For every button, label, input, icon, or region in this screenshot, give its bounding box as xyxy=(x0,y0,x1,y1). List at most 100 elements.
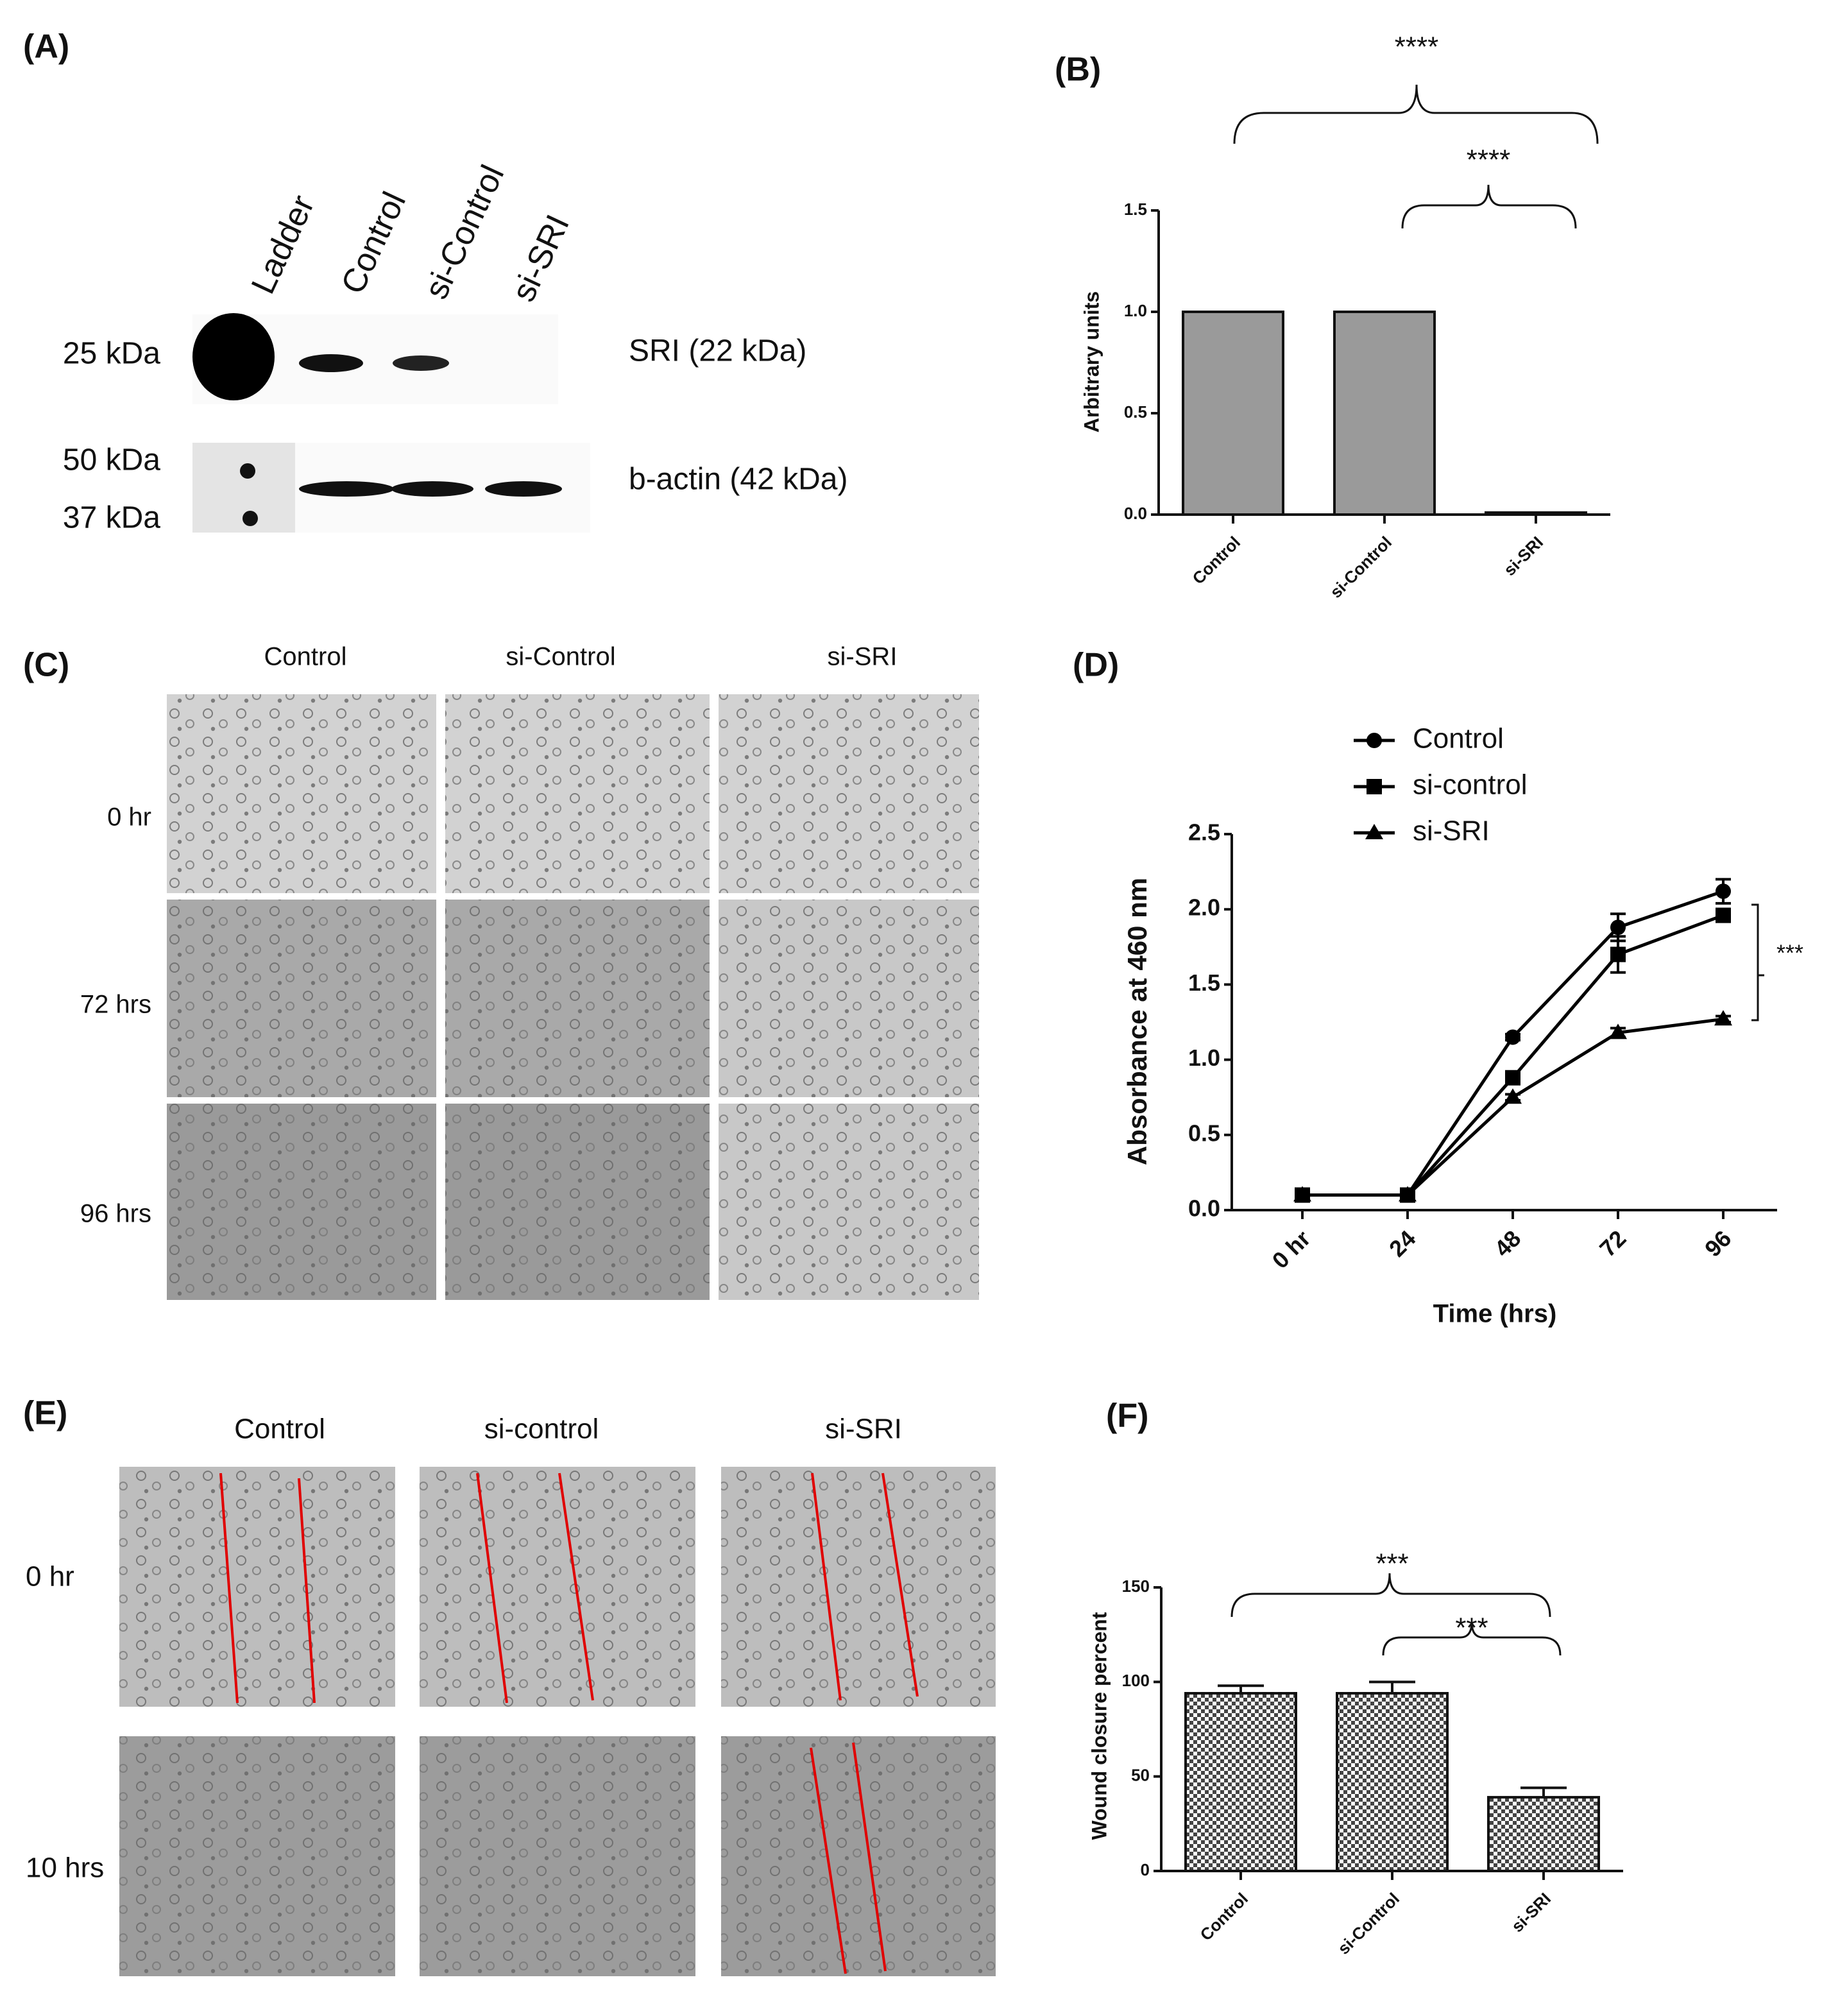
panel-label: (A) xyxy=(23,28,69,65)
y-tick-label: 50 xyxy=(1131,1766,1150,1785)
significance-brackets xyxy=(1231,84,1764,1656)
wound-edge xyxy=(558,1473,594,1701)
wound-edge xyxy=(881,1473,919,1697)
lane-label: Ladder xyxy=(244,190,322,300)
y-tick-label: 1.5 xyxy=(1124,200,1147,219)
band-label: SRI (22 kDa) xyxy=(629,334,806,368)
y-tick-label: 2.5 xyxy=(1188,819,1220,846)
error-bar xyxy=(1218,1684,1264,1694)
x-tick-label: si-SRI xyxy=(1508,1889,1554,1936)
row-label: 10 hrs xyxy=(26,1852,104,1884)
lane-label: si-SRI xyxy=(505,209,577,307)
x-tick-label: Control xyxy=(1189,533,1245,588)
x-tick-label: 72 xyxy=(1594,1225,1631,1261)
micrograph-cells xyxy=(719,694,979,893)
micrograph-cells xyxy=(119,1467,395,1707)
point xyxy=(1610,919,1626,935)
lane-label: si-Control xyxy=(418,160,512,305)
column-label: si-Control xyxy=(506,643,615,671)
y-axis-title: Wound closure percent xyxy=(1087,1612,1111,1840)
x-tick-label: Control xyxy=(1197,1889,1252,1945)
micrograph-cells xyxy=(420,1467,695,1707)
y-axis-title: Absorbance at 460 nm xyxy=(1122,878,1152,1165)
wound-edge xyxy=(476,1473,508,1704)
legend-marker xyxy=(1367,733,1382,748)
point xyxy=(1714,1010,1732,1026)
y-tick-label: 0.0 xyxy=(1124,504,1147,523)
micrograph-cells xyxy=(721,1467,996,1707)
bar xyxy=(1336,1692,1449,1873)
x-tick-label: 24 xyxy=(1384,1225,1420,1261)
marker-label: 50 kDa xyxy=(63,443,160,477)
column-label: si-control xyxy=(484,1414,599,1445)
y-tick-label: 1.0 xyxy=(1188,1045,1220,1071)
wound-edge xyxy=(219,1473,239,1704)
y-tick-label: 1.0 xyxy=(1124,301,1147,320)
lane-label: Control xyxy=(334,186,413,299)
point xyxy=(1293,1186,1311,1202)
bar xyxy=(1184,1692,1297,1873)
y-tick-label: 150 xyxy=(1122,1576,1150,1596)
micrograph-cells xyxy=(420,1736,695,1976)
x-axis-title: Time (hrs) xyxy=(1433,1300,1557,1328)
panel-label: (D) xyxy=(1073,647,1119,684)
y-tick-label: 0.5 xyxy=(1188,1120,1220,1146)
micrograph-cells xyxy=(167,694,436,893)
significance: **** xyxy=(1467,144,1511,176)
micrograph-cells xyxy=(445,900,710,1097)
wound-edge xyxy=(811,1473,842,1701)
column-label: Control xyxy=(264,643,347,671)
legend-label: si-control xyxy=(1413,769,1528,801)
legend-label: Control xyxy=(1413,723,1504,755)
blot xyxy=(192,313,590,533)
x-tick-label: si-SRI xyxy=(1500,533,1547,579)
y-axis-title: Arbitrary units xyxy=(1080,291,1103,432)
row-label: 0 hr xyxy=(107,803,151,832)
significance: *** xyxy=(1776,940,1803,966)
marker-label: 25 kDa xyxy=(63,337,160,371)
y-tick-label: 100 xyxy=(1122,1671,1150,1690)
legend-marker xyxy=(1367,779,1382,794)
point xyxy=(1399,1186,1417,1202)
column-label: si-SRI xyxy=(825,1414,902,1445)
significance: **** xyxy=(1395,31,1439,63)
marker-label: 37 kDa xyxy=(63,501,160,535)
line xyxy=(1302,914,1724,1197)
micrograph-cells xyxy=(119,1736,395,1976)
point xyxy=(1610,946,1626,962)
panel-label: (C) xyxy=(23,647,69,684)
bar xyxy=(1182,311,1284,516)
column-label: Control xyxy=(234,1414,325,1445)
micrograph-cells xyxy=(445,694,710,893)
x-tick-label: si-Control xyxy=(1334,1889,1403,1958)
micrograph-cells xyxy=(167,1104,436,1300)
row-label: 72 hrs xyxy=(80,991,151,1019)
panel-label: (F) xyxy=(1106,1397,1148,1435)
significance: *** xyxy=(1375,1548,1408,1580)
panel-label: (B) xyxy=(1055,51,1101,89)
y-tick-label: 2.0 xyxy=(1188,894,1220,921)
x-tick-label: 0 hr xyxy=(1267,1225,1316,1274)
bar xyxy=(1485,511,1587,517)
panel-label: (E) xyxy=(23,1395,67,1432)
bar xyxy=(1333,311,1436,516)
point xyxy=(1505,1070,1520,1086)
micrograph-cells xyxy=(719,900,979,1097)
significance: *** xyxy=(1455,1612,1488,1644)
line xyxy=(1302,1017,1724,1197)
point xyxy=(1505,1029,1520,1045)
error-bar xyxy=(1520,1786,1567,1798)
wound-edge xyxy=(852,1742,887,1972)
legend-label: si-SRI xyxy=(1413,816,1490,847)
y-tick-label: 0.0 xyxy=(1188,1195,1220,1222)
x-tick-label: 48 xyxy=(1489,1225,1526,1261)
wound-edge xyxy=(810,1747,847,1974)
y-tick-label: 1.5 xyxy=(1188,970,1220,996)
point xyxy=(1716,884,1731,900)
row-label: 96 hrs xyxy=(80,1200,151,1228)
legend-marker xyxy=(1365,824,1383,839)
error-bar xyxy=(1369,1680,1415,1694)
row-label: 0 hr xyxy=(26,1561,74,1593)
